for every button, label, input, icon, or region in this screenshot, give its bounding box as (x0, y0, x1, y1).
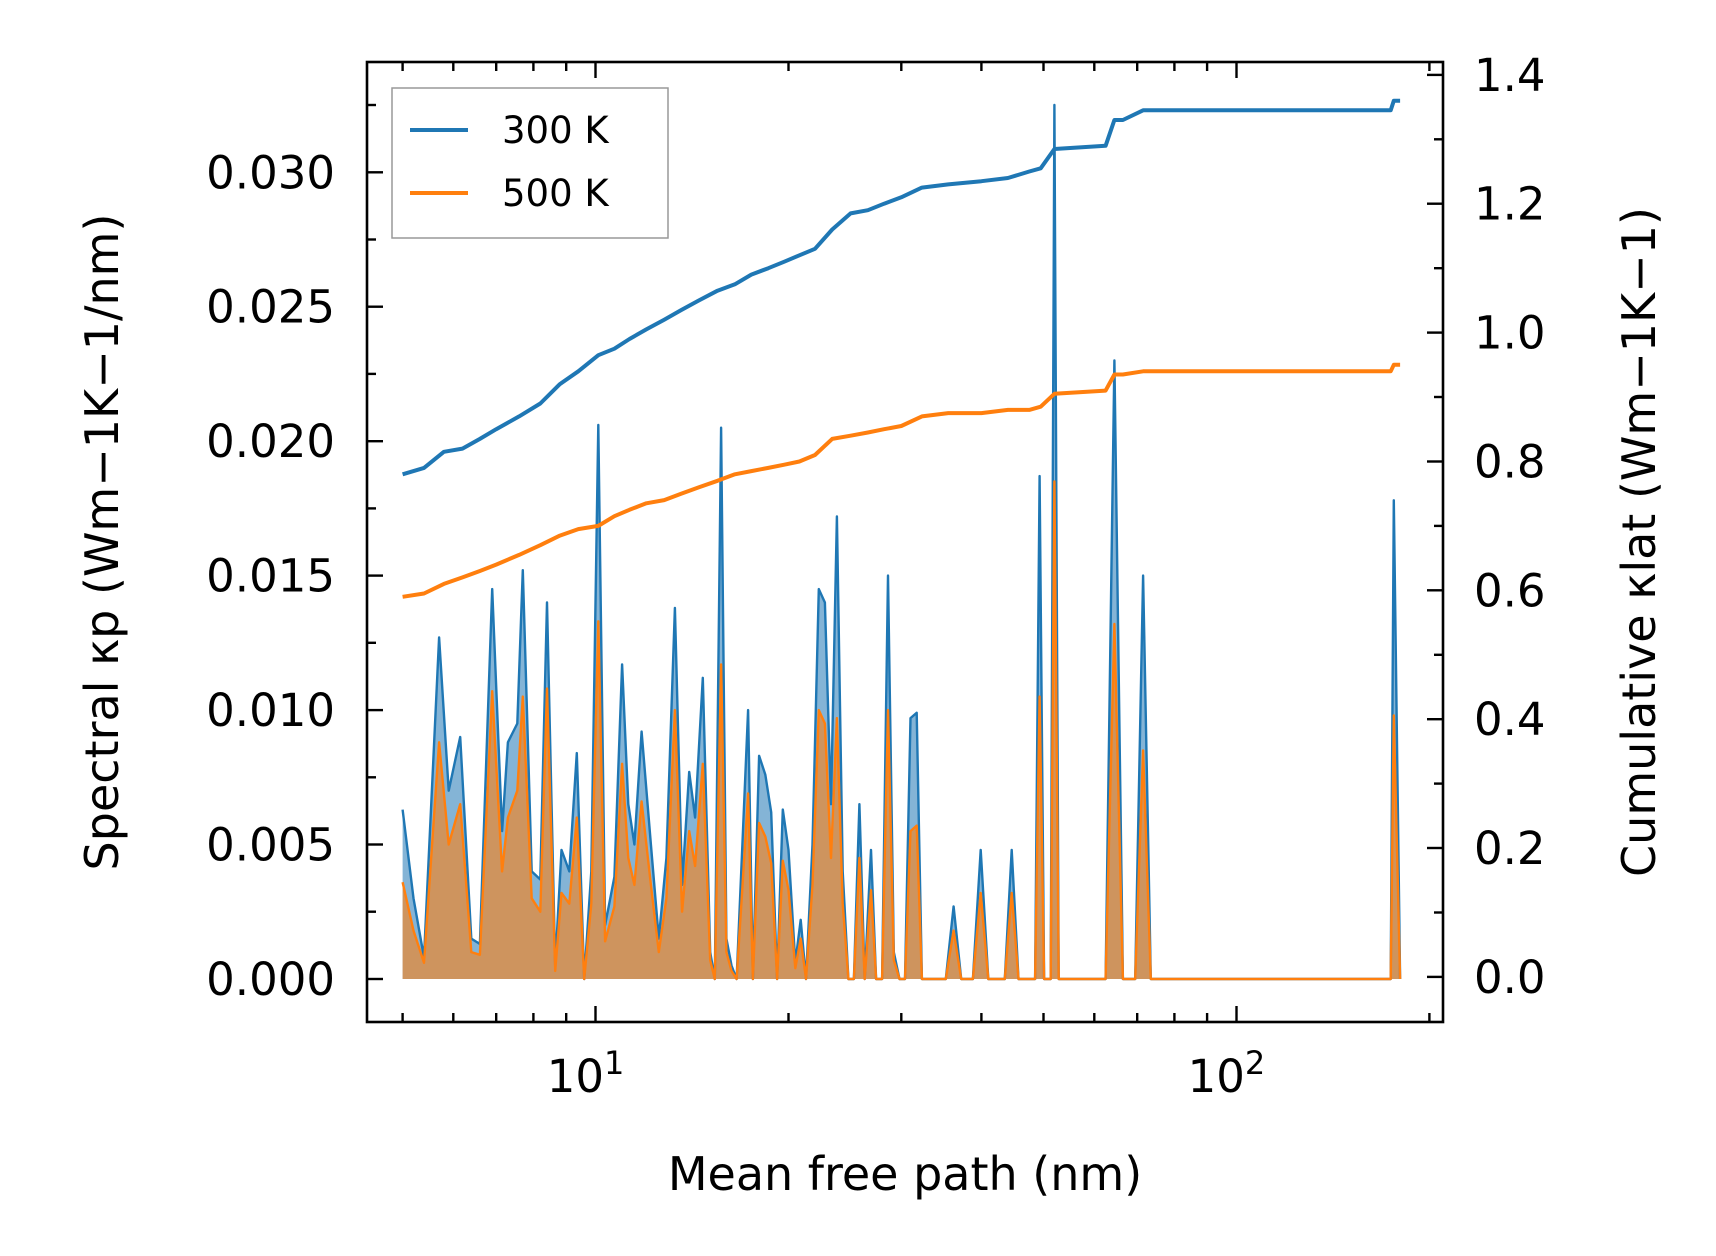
y-right-tick-label: 0.6 (1474, 564, 1546, 617)
y-axis-right-label: Cumulative κlat (Wm−1K−1) (1612, 207, 1666, 877)
y-axis-left-label: Spectral κp (Wm−1K−1/nm) (75, 214, 129, 871)
y-left-tick-label: 0.025 (206, 281, 335, 334)
spectral-area-layer (402, 105, 1401, 979)
plot-frame (365, 60, 1445, 1024)
legend-label-300k: 300 K (502, 109, 610, 152)
y-right-tick-label: 1.4 (1474, 49, 1546, 102)
y-left-tick-label: 0.020 (206, 415, 335, 468)
x-tick-label: 102 (1188, 1044, 1266, 1103)
x-axis-label: Mean free path (nm) (668, 1147, 1142, 1201)
y-right-tick-label: 1.2 (1474, 178, 1546, 231)
tick-layer (367, 62, 1443, 1022)
data-line-layer (401, 98, 1402, 981)
y-left-tick-label: 0.005 (206, 819, 335, 872)
legend: 300 K 500 K (391, 87, 669, 239)
x-tick-label: 101 (547, 1044, 625, 1103)
spectral-area-500k (402, 481, 1401, 979)
cumulative-line-300k (402, 98, 1401, 477)
y-right-tick-label: 0.8 (1474, 436, 1546, 489)
y-right-tick-label: 0.0 (1474, 951, 1546, 1004)
y-right-tick-label: 1.0 (1474, 307, 1546, 360)
spectral-line-500k (401, 480, 1402, 981)
y-right-tick-label: 0.4 (1474, 693, 1546, 746)
cumulative-line-500k (402, 362, 1401, 599)
y-right-tick-label: 0.2 (1474, 822, 1546, 875)
y-left-tick-label: 0.010 (206, 684, 335, 737)
y-left-tick-label: 0.015 (206, 550, 335, 603)
legend-label-500k: 500 K (502, 172, 610, 215)
y-left-tick-label: 0.030 (206, 146, 335, 199)
y-left-tick-label: 0.000 (206, 953, 335, 1006)
legend-box (391, 87, 669, 239)
